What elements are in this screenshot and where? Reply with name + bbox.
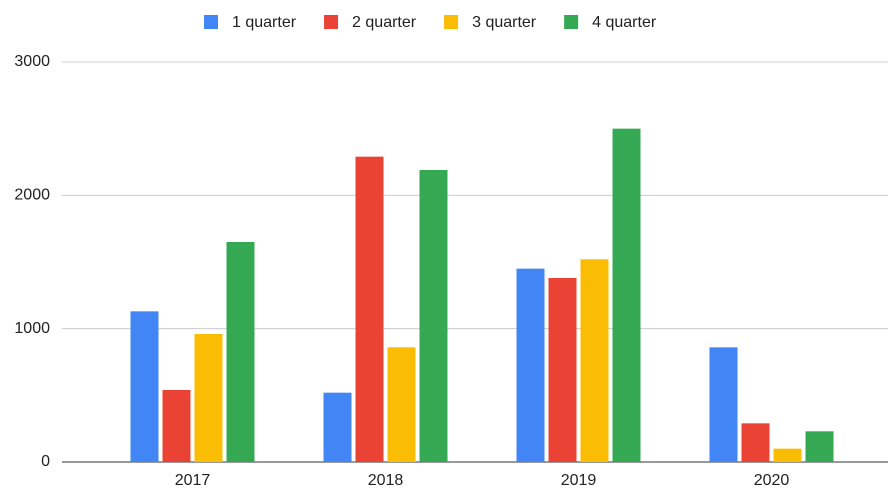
- legend-swatch: [324, 15, 339, 29]
- bar: [387, 347, 416, 462]
- bar: [323, 392, 352, 462]
- x-tick-label: 2020: [754, 472, 790, 489]
- bar: [419, 170, 448, 462]
- bar: [226, 242, 255, 462]
- bar: [194, 334, 223, 462]
- bar: [516, 268, 545, 462]
- legend-swatch: [564, 15, 579, 29]
- bar: [709, 347, 738, 462]
- bar: [580, 259, 609, 462]
- bar: [162, 390, 191, 462]
- bar: [548, 278, 577, 462]
- y-tick-label: 3000: [14, 53, 50, 70]
- legend-label: 3 quarter: [472, 14, 537, 31]
- legend-label: 2 quarter: [352, 14, 417, 31]
- x-tick-label: 2017: [175, 472, 211, 489]
- legend-swatch: [204, 15, 218, 29]
- bar: [773, 448, 802, 462]
- bar: [612, 128, 641, 462]
- y-tick-label: 1000: [14, 320, 50, 337]
- legend-label: 1 quarter: [232, 14, 297, 31]
- y-tick-label: 2000: [14, 187, 50, 204]
- bar: [130, 311, 159, 462]
- y-tick-label: 0: [41, 453, 50, 470]
- legend-swatch: [444, 15, 459, 29]
- x-tick-label: 2018: [368, 472, 404, 489]
- x-tick-label: 2019: [561, 472, 597, 489]
- bar: [355, 156, 384, 462]
- legend-label: 4 quarter: [592, 14, 657, 31]
- bar: [741, 423, 770, 462]
- bar: [805, 431, 834, 462]
